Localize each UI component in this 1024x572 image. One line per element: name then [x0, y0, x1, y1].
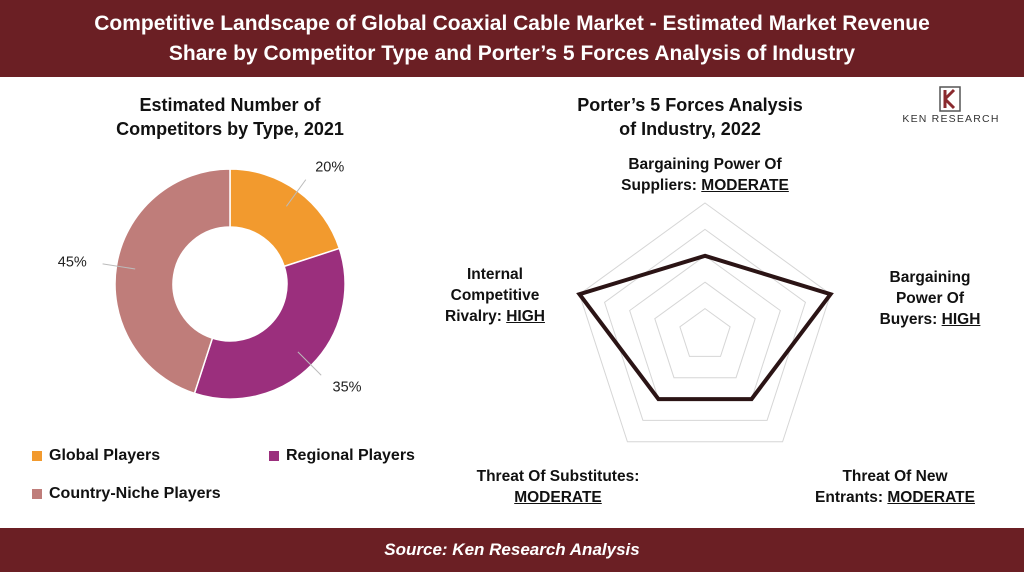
legend-swatch-global — [32, 451, 42, 461]
legend-label-regional: Regional Players — [286, 447, 415, 464]
donut-data-label-niche: 45% — [58, 254, 87, 270]
donut-chart-title: Estimated Number of Competitors by Type,… — [60, 93, 400, 141]
radar-grid-ring-4 — [603, 228, 807, 421]
donut-title-line1: Estimated Number of — [139, 95, 321, 115]
radar-grid-ring-2 — [654, 281, 756, 379]
donut-leader-regional — [297, 351, 322, 376]
force-entrants-line1: Threat Of New — [842, 468, 948, 485]
force-entrants-level: MODERATE — [887, 489, 975, 506]
force-buyers-line3: Buyers: HIGH — [879, 311, 981, 328]
force-rivalry-line2: Competitive — [450, 287, 540, 304]
radar-title-line2: of Industry, 2022 — [619, 119, 761, 139]
ken-research-logo: KEN RESEARCH — [888, 86, 1014, 130]
force-buyers-line2: Power Of — [895, 290, 965, 307]
radar-grid-ring-1 — [679, 307, 731, 357]
donut-title-line2: Competitors by Type, 2021 — [116, 119, 344, 139]
force-rivalry-line3: Rivalry: HIGH — [445, 308, 545, 325]
radar-chart-title: Porter’s 5 Forces Analysis of Industry, … — [520, 93, 860, 141]
radar-series-line — [576, 253, 834, 402]
source-text: Source: Ken Research Analysis — [384, 540, 640, 559]
header-title-line1: Competitive Landscape of Global Coaxial … — [94, 11, 930, 35]
donut-chart: 20% 35% 45% — [58, 160, 362, 400]
header-banner: Competitive Landscape of Global Coaxial … — [0, 0, 1024, 77]
legend-label-global: Global Players — [49, 447, 161, 464]
ken-research-k-logo-icon — [939, 86, 961, 112]
force-buyers-line1: Bargaining — [889, 269, 971, 286]
force-label-rivalry: Internal Competitive Rivalry: HIGH — [430, 264, 560, 327]
donut-data-label-regional: 35% — [333, 380, 362, 396]
force-substitutes-level: MODERATE — [514, 489, 602, 506]
donut-leader-niche — [102, 263, 136, 270]
force-label-suppliers: Bargaining Power Of Suppliers: MODERATE — [570, 154, 840, 196]
force-rivalry-level: HIGH — [506, 308, 545, 325]
legend-item-regional: Regional Players — [269, 447, 415, 465]
force-label-new-entrants: Threat Of New Entrants: MODERATE — [790, 466, 1000, 508]
force-suppliers-line2: Suppliers: MODERATE — [621, 177, 789, 194]
donut-leader-global — [286, 179, 307, 207]
force-substitutes-line2: MODERATE — [448, 487, 668, 508]
footer-banner: Source: Ken Research Analysis — [0, 528, 1024, 572]
legend-label-niche: Country-Niche Players — [49, 485, 221, 502]
donut-data-label-global: 20% — [315, 160, 344, 176]
force-label-buyers: Bargaining Power Of Buyers: HIGH — [860, 267, 1000, 330]
radar-grid-ring-5 — [578, 202, 832, 443]
legend-swatch-niche — [32, 489, 42, 499]
force-suppliers-line1: Bargaining Power Of — [628, 156, 782, 173]
force-substitutes-line1: Threat Of Substitutes: — [476, 468, 640, 485]
header-title-line2: Share by Competitor Type and Porter’s 5 … — [168, 41, 856, 65]
radar-chart — [576, 202, 834, 443]
radar-title-line1: Porter’s 5 Forces Analysis — [577, 95, 803, 115]
donut-slice-niche — [114, 168, 231, 395]
legend-item-global: Global Players — [32, 447, 160, 465]
donut-slice-regional — [193, 247, 346, 400]
force-entrants-line2: Entrants: MODERATE — [815, 489, 975, 506]
legend-item-niche: Country-Niche Players — [32, 485, 221, 503]
force-buyers-level: HIGH — [941, 311, 981, 328]
logo-text: KEN RESEARCH — [902, 113, 1000, 125]
force-label-substitutes: Threat Of Substitutes: MODERATE — [448, 466, 668, 508]
force-rivalry-line1: Internal — [467, 266, 523, 283]
legend-swatch-regional — [269, 451, 279, 461]
force-suppliers-level: MODERATE — [701, 177, 789, 194]
donut-slice-global — [229, 168, 341, 268]
